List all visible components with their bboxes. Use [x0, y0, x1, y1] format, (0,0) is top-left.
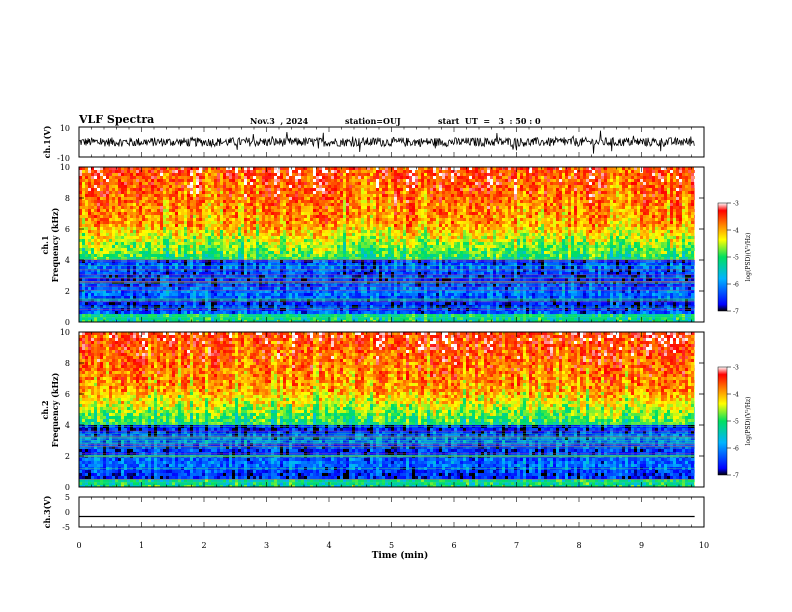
time-axis-label: Time (min)	[372, 550, 429, 561]
ytick-label: 6	[65, 390, 70, 399]
colorbar-tick-label: -3	[733, 201, 739, 208]
ch2-colorbar-label: log(PSD)(V²/Hz)	[745, 397, 752, 446]
xtick-label: 1	[139, 541, 144, 550]
ch2-colorbar	[717, 366, 728, 476]
ytick-label: 4	[65, 421, 70, 430]
ch1-colorbar	[717, 202, 728, 312]
ch1-waveform-ylabel: ch.1(V)	[42, 125, 52, 158]
date-label: Nov.3 , 2024	[250, 116, 308, 126]
ch1-ytick-bottom: -10	[57, 154, 70, 163]
ch1-spectrogram-ylabel-1: ch.1	[40, 235, 50, 254]
ch3-waveform-ylabel: ch.3(V)	[42, 495, 52, 528]
colorbar-tick-label: -6	[733, 282, 739, 289]
ytick-label: 8	[65, 359, 70, 368]
ch2-colorbar-ticks: -3 -4 -5 -6 -7	[727, 365, 739, 480]
ch2-yticks: 0 2 4 6 8 10	[60, 328, 704, 492]
xtick-label: 5	[389, 541, 394, 550]
ytick-label: 2	[65, 287, 70, 296]
time-axis-tick-labels: 0 1 2 3 4 5 6 7 8 9 10	[76, 541, 709, 550]
xtick-label: 10	[699, 541, 709, 550]
colorbar-tick-label: -5	[733, 255, 739, 262]
ch2-spectrogram-heatmap	[79, 332, 704, 487]
ch1-yticks: 0 2 4 6 8 10	[60, 163, 704, 327]
ytick-label: 8	[65, 194, 70, 203]
colorbar-tick-label: -7	[733, 309, 739, 316]
station-label: station=OUJ	[345, 116, 401, 126]
ch1-colorbar-ticks: -3 -4 -5 -6 -7	[727, 201, 739, 316]
ch3-ytick-bottom: -5	[62, 523, 70, 532]
ytick-label: 2	[65, 452, 70, 461]
ch1-spectrogram-ylabel-2: Frequency (kHz)	[50, 207, 60, 282]
xtick-label: 9	[639, 541, 644, 550]
xtick-label: 3	[264, 541, 269, 550]
ytick-label: 10	[60, 163, 70, 172]
colorbar-tick-label: -7	[733, 473, 739, 480]
xtick-label: 4	[326, 541, 331, 550]
ch2-spectrogram-ylabel-2: Frequency (kHz)	[50, 372, 60, 447]
ch3-ytick-top: 5	[65, 493, 70, 502]
xtick-label: 0	[76, 541, 81, 550]
xtick-label: 6	[451, 541, 456, 550]
xtick-label: 2	[201, 541, 206, 550]
ch1-ytick-top: 10	[60, 124, 70, 133]
xtick-label: 7	[514, 541, 519, 550]
chart-title: VLF Spectra	[79, 113, 154, 126]
ch1-waveform-line	[79, 130, 695, 154]
ytick-label: 0	[65, 318, 70, 327]
colorbar-tick-label: -4	[733, 228, 739, 235]
ch1-spectrogram-heatmap	[79, 167, 704, 322]
colorbar-tick-label: -5	[733, 419, 739, 426]
xtick-label: 8	[576, 541, 581, 550]
start-time-label: start UT = 3 : 50 : 0	[438, 116, 541, 126]
ytick-label: 4	[65, 256, 70, 265]
ytick-label: 6	[65, 225, 70, 234]
colorbar-tick-label: -6	[733, 446, 739, 453]
ytick-label: 0	[65, 483, 70, 492]
time-axis-ticks	[78, 127, 705, 527]
colorbar-tick-label: -3	[733, 365, 739, 372]
ch1-colorbar-label: log(PSD)(V²/Hz)	[745, 233, 752, 282]
ch3-ytick-mid: 0	[65, 508, 70, 517]
colorbar-tick-label: -4	[733, 392, 739, 399]
ytick-label: 10	[60, 328, 70, 337]
ch2-spectrogram-ylabel-1: ch.2	[40, 400, 50, 419]
